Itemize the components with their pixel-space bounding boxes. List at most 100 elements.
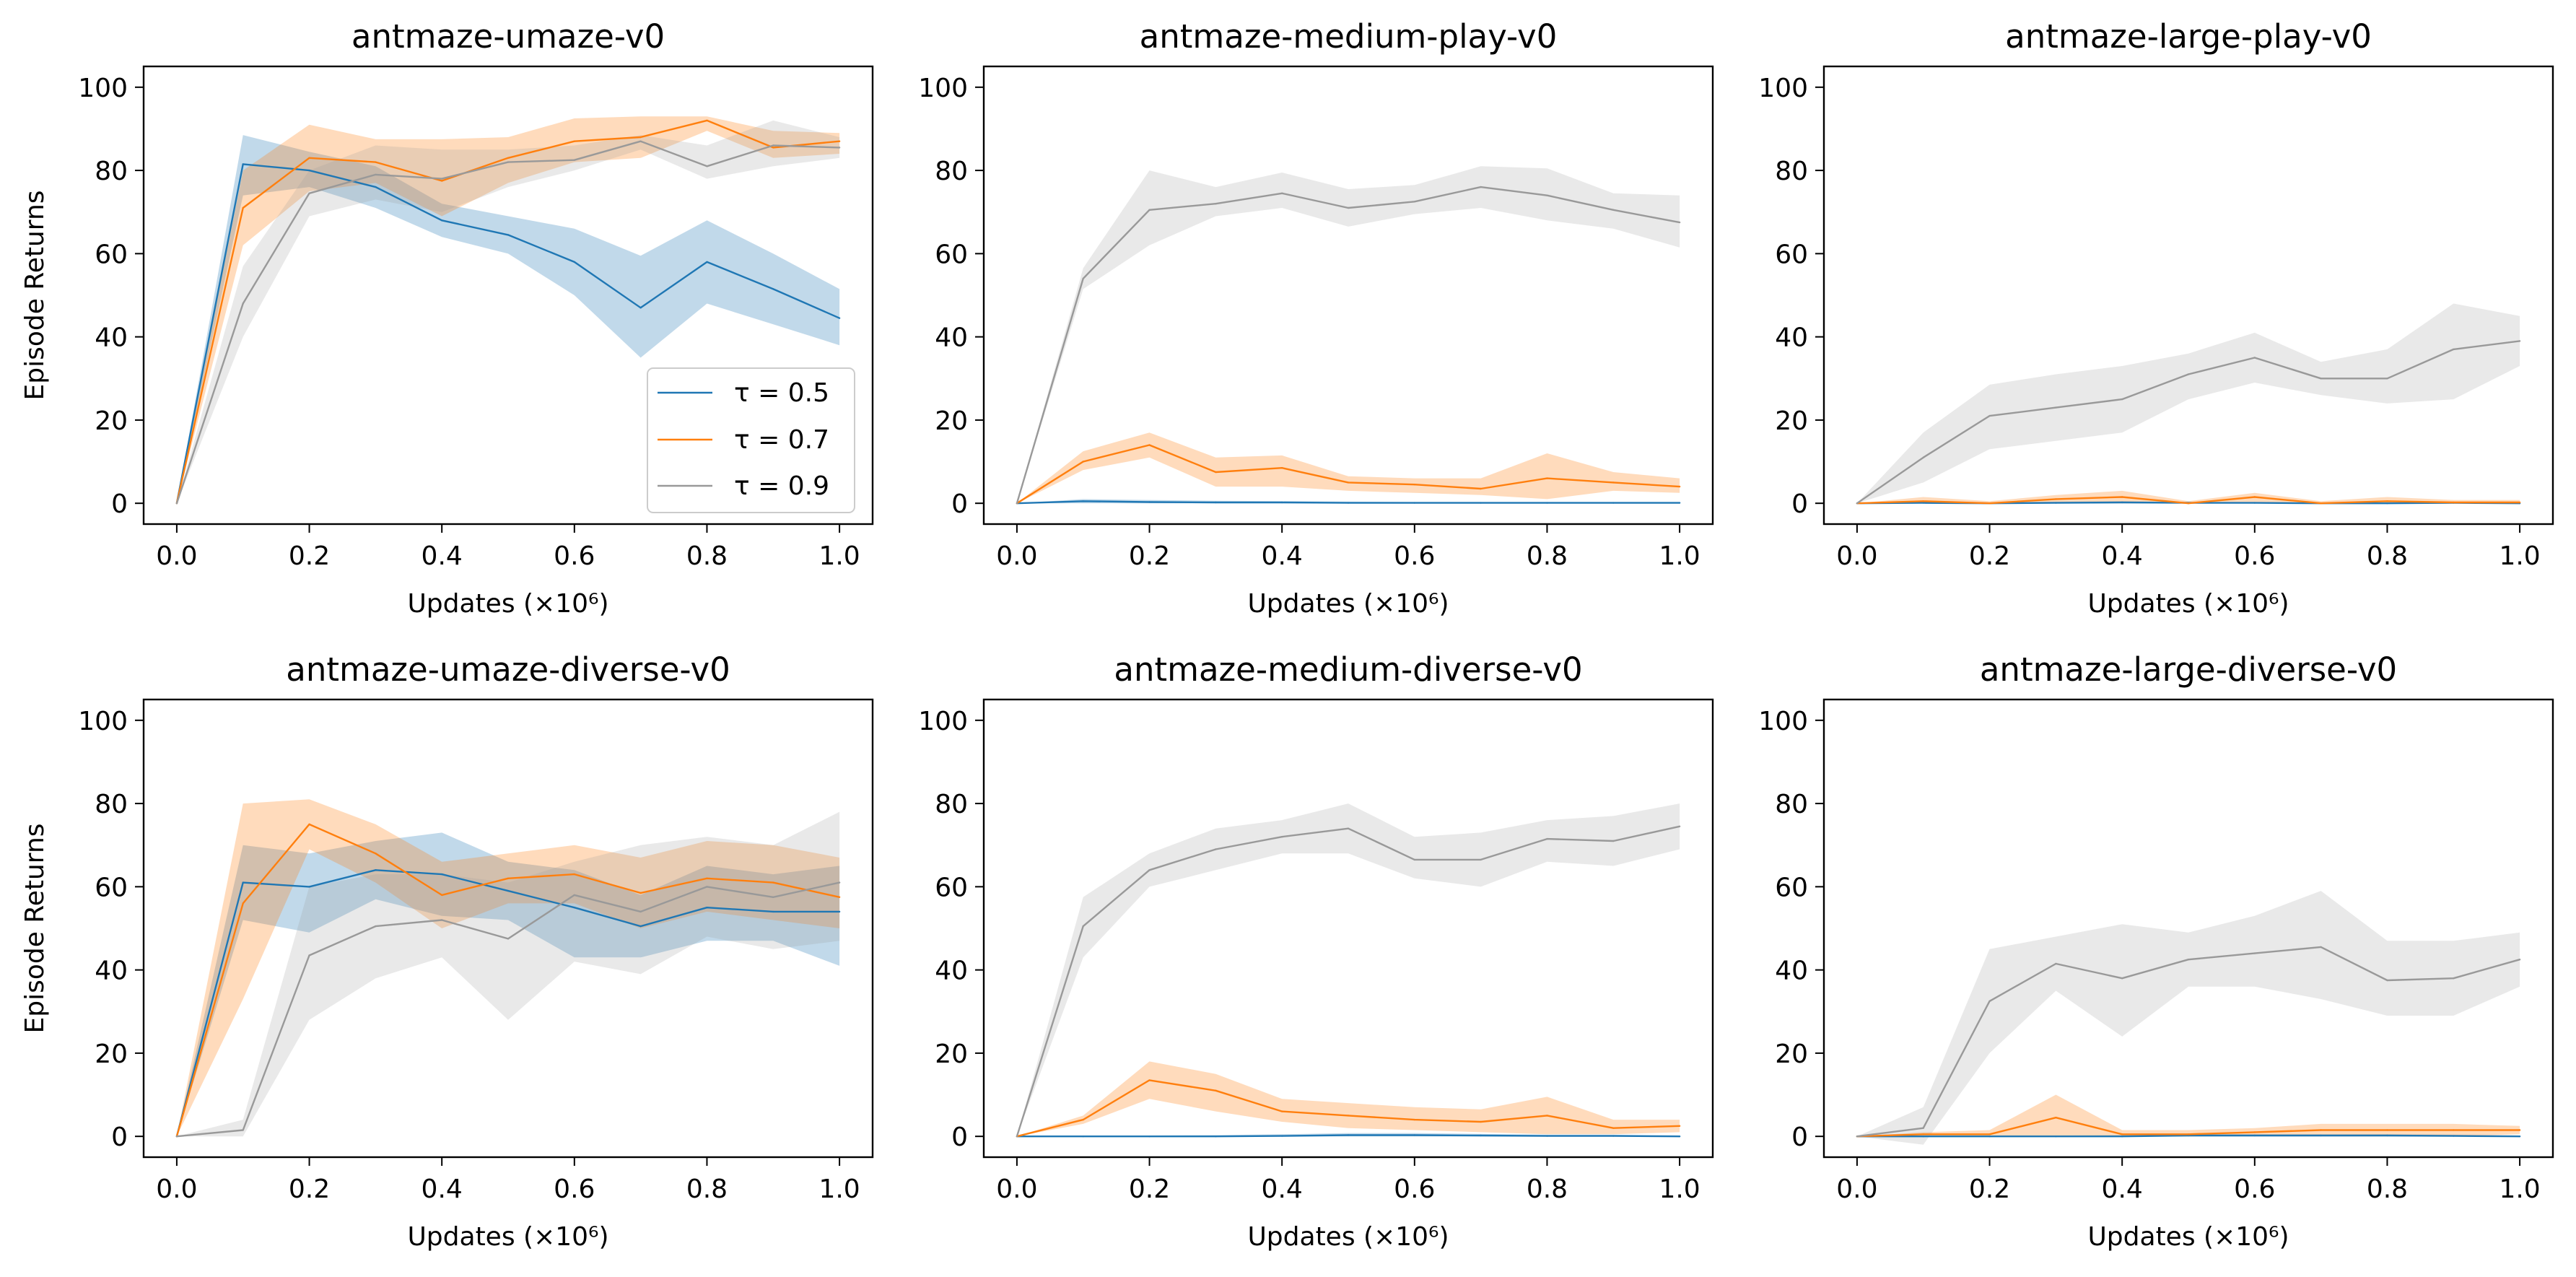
point-tau-0-5: [1082, 500, 1084, 502]
y-tick-label: 40: [95, 956, 128, 986]
point-tau-0-5: [1922, 502, 1924, 504]
point-tau-0-5: [1215, 1136, 1217, 1138]
x-tick-label: 1.0: [1659, 541, 1700, 571]
chart-panel-3: 0.0 0.2 0.4 0.6 0.8 1.0 0 20 40 60 80 100 antmaze-la…: [1758, 17, 2554, 619]
point-tau-0-9: [1413, 858, 1416, 861]
point-tau-0-9: [1016, 1136, 1018, 1138]
point-tau-0-7: [1215, 471, 1217, 474]
point-tau-0-9: [2055, 406, 2057, 409]
band-tau-0-7: [176, 799, 840, 1137]
point-tau-0-5: [2121, 1136, 2123, 1138]
chart-panel-4: 0.0 0.2 0.4 0.6 0.8 1.0 0 20 40 60 80 100 antmaze-um…: [20, 650, 874, 1252]
axes-frame: [142, 698, 874, 1159]
x-tick-label: 0.0: [1836, 1174, 1877, 1204]
point-tau-0-9: [1480, 186, 1482, 188]
point-tau-0-9: [706, 165, 708, 167]
point-tau-0-5: [1413, 502, 1416, 504]
y-tick-label: 60: [935, 873, 968, 902]
point-tau-0-7: [1546, 1115, 1548, 1117]
y-tick-label: 80: [1775, 790, 1808, 819]
band-tau-0-9: [1016, 166, 1680, 504]
point-tau-0-5: [242, 881, 244, 884]
point-tau-0-5: [507, 234, 510, 236]
point-tau-0-7: [1281, 1110, 1283, 1112]
point-tau-0-7: [2386, 1129, 2388, 1131]
x-tick-label: 0.6: [554, 1174, 595, 1204]
point-tau-0-5: [507, 889, 510, 892]
point-tau-0-7: [1612, 1127, 1615, 1129]
point-tau-0-5: [2253, 1134, 2256, 1137]
point-tau-0-7: [507, 157, 510, 159]
legend-box: [647, 367, 855, 513]
point-tau-0-9: [507, 161, 510, 163]
point-tau-0-7: [772, 147, 774, 149]
x-tick-label: 0.4: [2102, 1174, 2143, 1204]
y-tick-label: 40: [935, 956, 968, 986]
y-tick-label: 80: [935, 790, 968, 819]
y-tick-label: 60: [935, 240, 968, 269]
chart-panel-6: 0.0 0.2 0.4 0.6 0.8 1.0 0 20 40 60 80 100 antmaze-la…: [1758, 650, 2554, 1252]
point-tau-0-9: [1678, 221, 1681, 224]
point-tau-0-7: [2121, 496, 2123, 498]
point-tau-0-7: [1546, 477, 1548, 479]
point-tau-0-9: [1347, 827, 1350, 829]
point-tau-0-9: [1856, 1136, 1859, 1138]
point-tau-0-9: [1546, 194, 1548, 196]
point-tau-0-9: [2386, 979, 2388, 982]
point-tau-0-7: [1082, 461, 1084, 463]
point-tau-0-7: [1922, 500, 1924, 502]
point-tau-0-5: [375, 186, 377, 188]
point-tau-0-5: [772, 288, 774, 290]
point-tau-0-9: [1922, 456, 1924, 458]
y-tick-label: 0: [951, 489, 968, 519]
x-tick-label: 0.0: [156, 1174, 197, 1204]
point-tau-0-7: [2320, 502, 2322, 505]
x-tick-label: 0.6: [2234, 541, 2275, 571]
point-tau-0-9: [175, 502, 178, 505]
point-tau-0-9: [1347, 206, 1350, 209]
band-tau-0-7: [176, 116, 840, 504]
x-tick-label: 1.0: [1659, 1174, 1700, 1204]
band-tau-0-7: [1856, 490, 2520, 504]
y-tick-label: 100: [918, 74, 968, 103]
point-tau-0-9: [175, 1136, 178, 1138]
x-tick-label: 0.0: [1836, 541, 1877, 571]
point-tau-0-7: [441, 894, 443, 897]
point-tau-0-7: [2253, 1131, 2256, 1133]
point-tau-0-9: [2121, 398, 2123, 401]
point-tau-0-5: [706, 261, 708, 263]
point-tau-0-9: [2453, 977, 2455, 980]
y-tick-label: 80: [95, 157, 128, 186]
plot-area: [175, 799, 841, 1138]
y-tick-label: 0: [1791, 489, 1808, 519]
point-tau-0-5: [1922, 1136, 1924, 1138]
point-tau-0-9: [2187, 959, 2190, 961]
point-tau-0-7: [838, 140, 841, 142]
point-tau-0-5: [1612, 502, 1615, 504]
point-tau-0-7: [2253, 496, 2256, 498]
point-tau-0-9: [1281, 836, 1283, 838]
x-tick-label: 1.0: [2499, 541, 2540, 571]
y-tick-label: 60: [95, 240, 128, 269]
y-tick-label: 80: [1775, 157, 1808, 186]
x-axis-label: Updates (×10⁶): [2087, 589, 2289, 619]
point-tau-0-7: [1082, 1118, 1084, 1121]
point-tau-0-9: [2518, 959, 2521, 961]
point-tau-0-7: [375, 853, 377, 855]
point-tau-0-7: [1988, 502, 1991, 505]
band-tau-0-9: [1856, 303, 2520, 504]
point-tau-0-9: [441, 178, 443, 180]
axes-frame: [142, 65, 874, 526]
y-tick-label: 100: [1758, 74, 1808, 103]
x-tick-label: 0.2: [289, 541, 330, 571]
point-tau-0-5: [2453, 1135, 2455, 1137]
y-tick-label: 20: [95, 406, 128, 436]
x-tick-label: 0.4: [2102, 541, 2143, 571]
point-tau-0-9: [242, 302, 244, 305]
point-tau-0-9: [838, 147, 841, 149]
point-tau-0-9: [1215, 203, 1217, 205]
point-tau-0-5: [2386, 1134, 2388, 1137]
y-tick-label: 80: [935, 157, 968, 186]
point-tau-0-5: [573, 907, 575, 909]
point-tau-0-7: [1148, 444, 1151, 446]
